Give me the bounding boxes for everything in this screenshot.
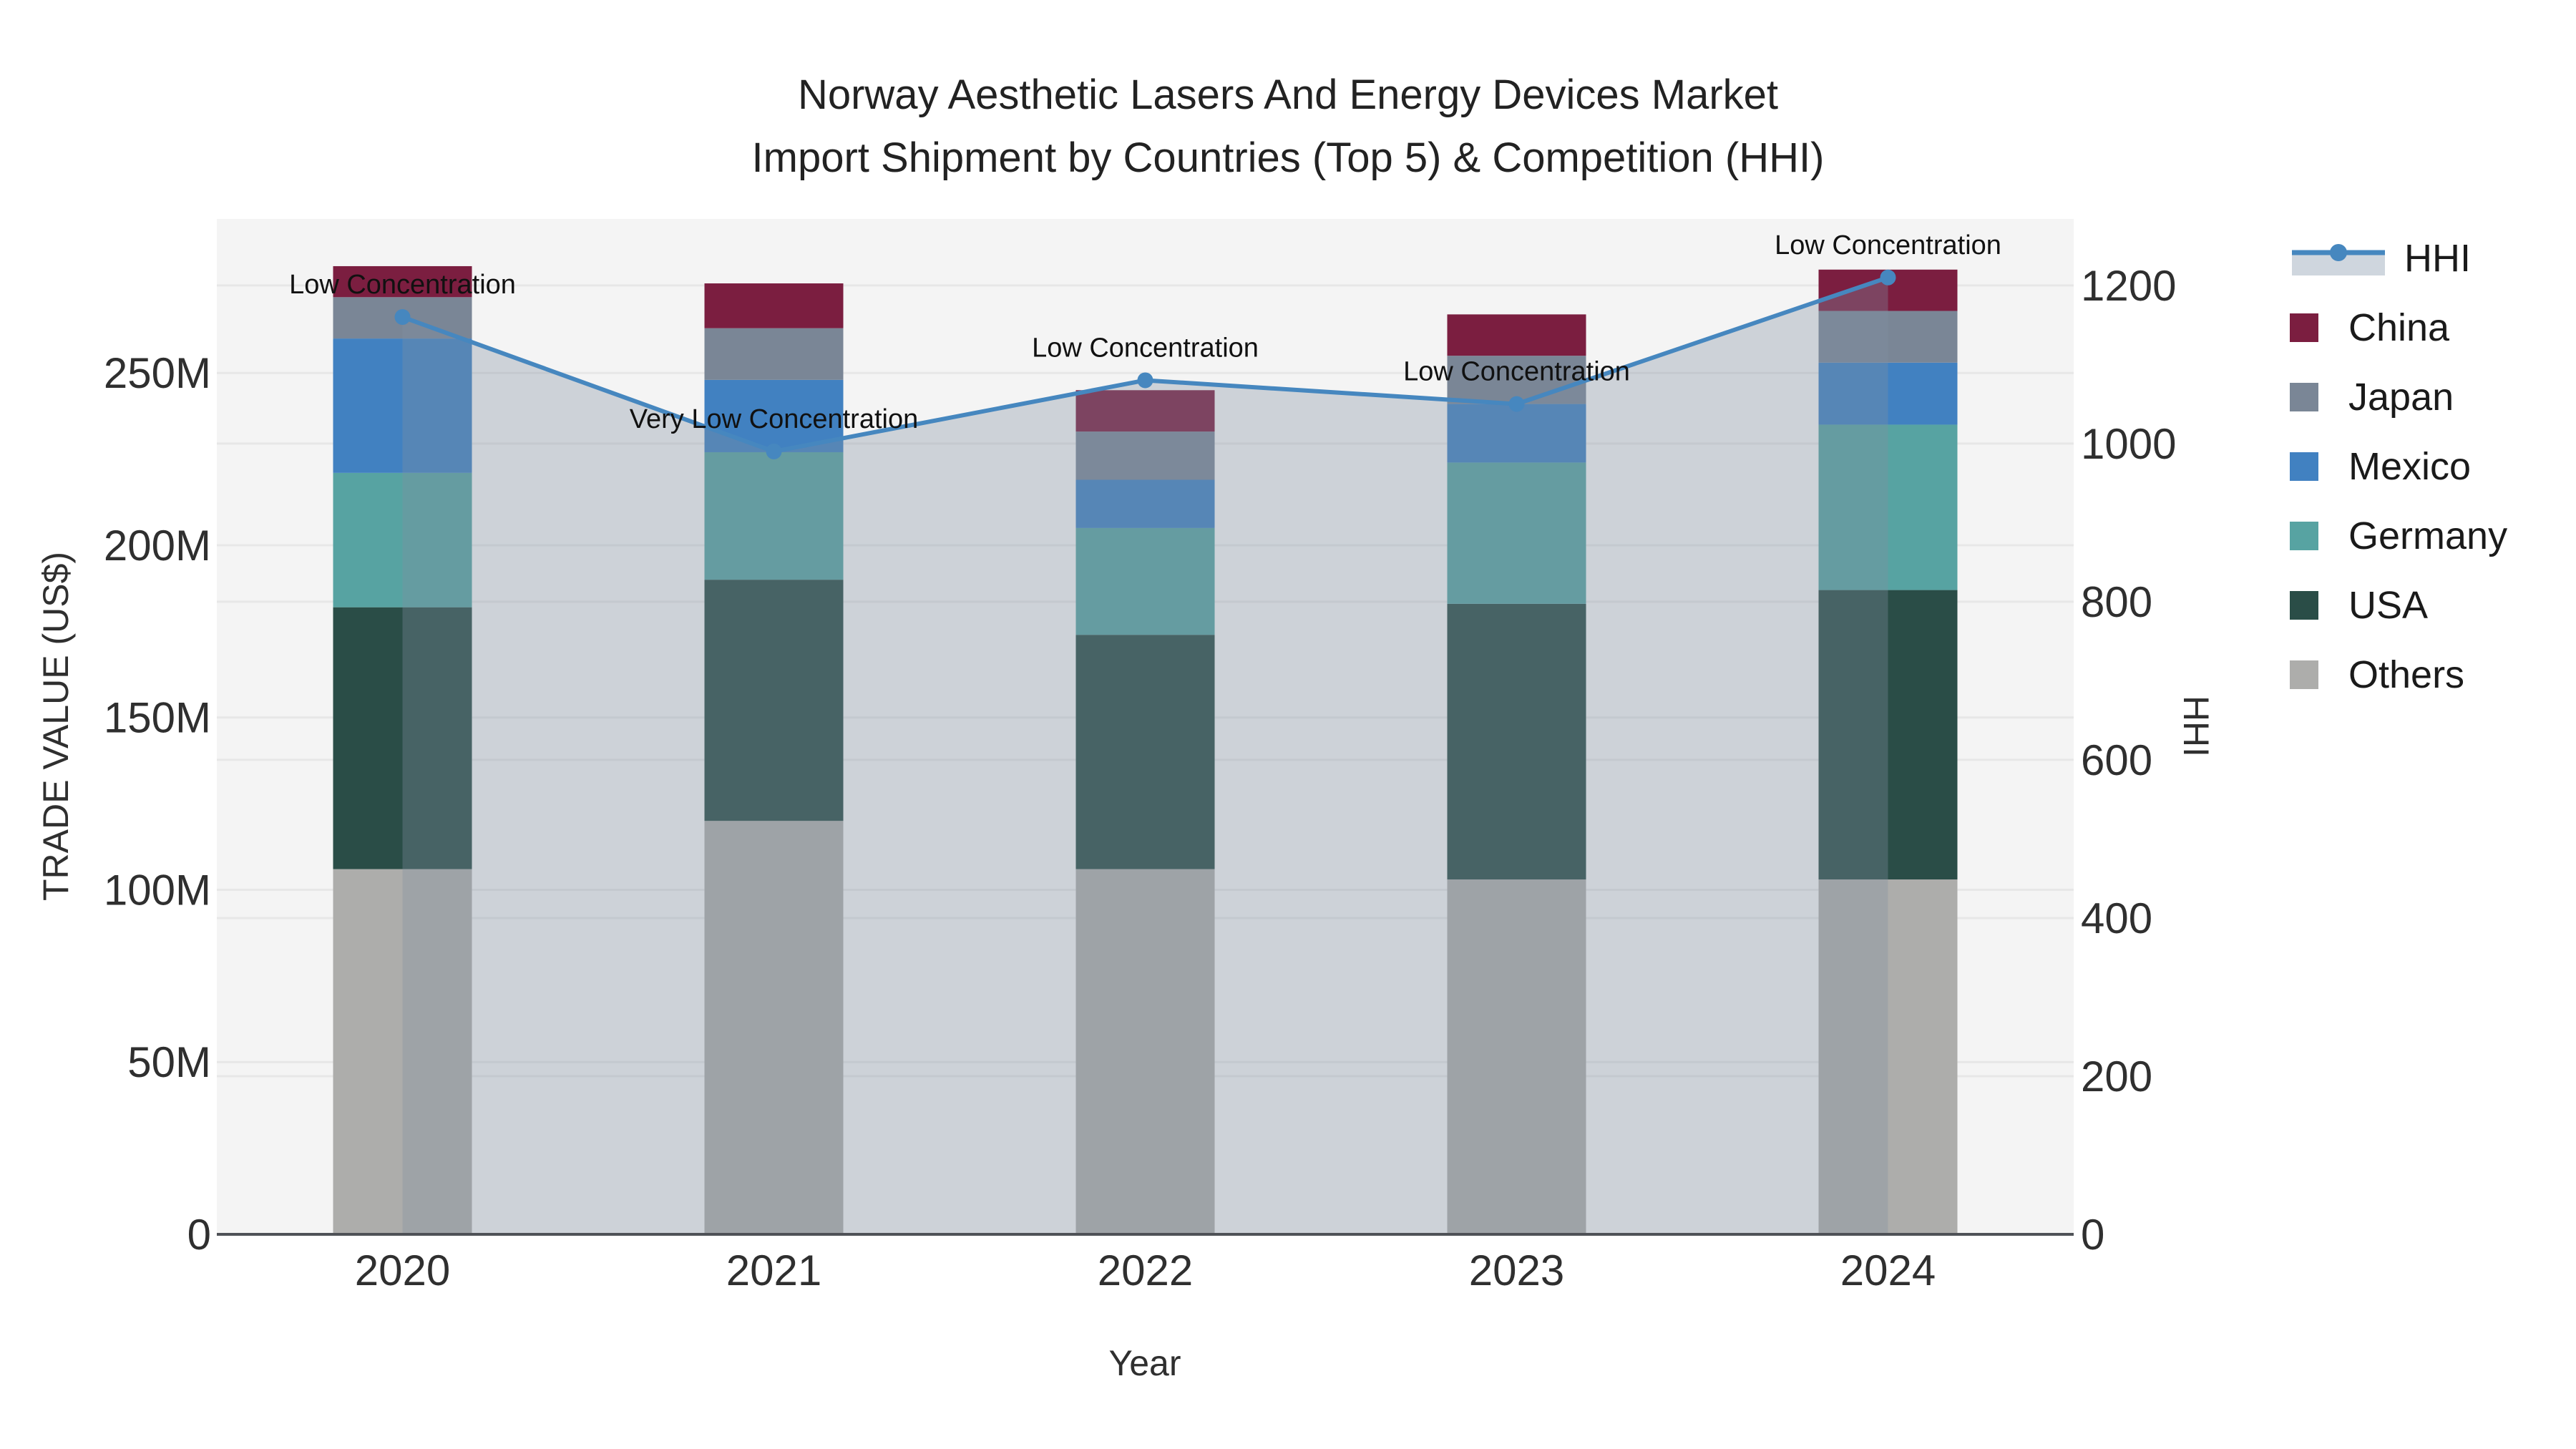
x-tick-label-2024: 2024 bbox=[1840, 1246, 1936, 1294]
bar-segment-japan-2022[interactable] bbox=[1075, 431, 1215, 480]
bar-segment-others-2020[interactable] bbox=[333, 869, 472, 1234]
hhi-markers bbox=[394, 269, 1896, 459]
x-tick-label-2021: 2021 bbox=[726, 1246, 821, 1294]
y-right-tick-label: 1200 bbox=[2081, 262, 2176, 310]
bar-segment-mexico-2022[interactable] bbox=[1075, 479, 1215, 528]
legend-item-china[interactable]: China bbox=[2290, 306, 2450, 349]
y-left-tick-label: 100M bbox=[104, 866, 211, 914]
bar-segment-usa-2023[interactable] bbox=[1447, 603, 1586, 880]
legend-item-usa[interactable]: USA bbox=[2290, 584, 2428, 627]
y-left-tick-label: 0 bbox=[187, 1211, 211, 1259]
bar-segment-germany-2023[interactable] bbox=[1447, 462, 1586, 604]
bar-segment-china-2021[interactable] bbox=[704, 283, 844, 328]
annotation-2024: Low Concentration bbox=[1775, 230, 2001, 260]
hhi-marker-2024[interactable] bbox=[1880, 269, 1896, 286]
legend-hhi-marker-swatch bbox=[2330, 244, 2347, 261]
hhi-marker-2022[interactable] bbox=[1137, 372, 1153, 389]
legend-item-others[interactable]: Others bbox=[2290, 653, 2464, 696]
bar-segment-mexico-2023[interactable] bbox=[1447, 404, 1586, 463]
x-axis-tick-labels: 2020 2021 2022 2023 2024 bbox=[355, 1246, 1936, 1294]
y-right-tick-label: 600 bbox=[2081, 736, 2152, 784]
bar-segment-germany-2020[interactable] bbox=[333, 472, 472, 608]
bar-segment-usa-2020[interactable] bbox=[333, 607, 472, 869]
y-left-axis-title: TRADE VALUE (US$) bbox=[36, 552, 76, 901]
y-left-tick-label: 50M bbox=[127, 1038, 211, 1086]
bar-segment-japan-2021[interactable] bbox=[704, 328, 844, 380]
bar-segment-china-2023[interactable] bbox=[1447, 314, 1586, 356]
legend-item-hhi[interactable]: HHI bbox=[2292, 237, 2471, 280]
annotation-2020: Low Concentration bbox=[289, 270, 516, 300]
bar-segment-others-2022[interactable] bbox=[1075, 869, 1215, 1234]
y-left-tick-label: 250M bbox=[104, 349, 211, 397]
x-tick-label-2022: 2022 bbox=[1098, 1246, 1193, 1294]
y-right-tick-label: 1000 bbox=[2081, 420, 2176, 468]
bar-segment-mexico-2024[interactable] bbox=[1818, 362, 1958, 425]
bar-segment-germany-2024[interactable] bbox=[1818, 424, 1958, 590]
bar-segment-germany-2022[interactable] bbox=[1075, 527, 1215, 635]
legend: HHI China Japan Mexico Germany USA Others bbox=[2290, 237, 2507, 696]
bar-segment-usa-2022[interactable] bbox=[1075, 635, 1215, 869]
annotation-2021: Very Low Concentration bbox=[630, 404, 918, 434]
legend-item-germany[interactable]: Germany bbox=[2290, 514, 2507, 557]
annotation-2023: Low Concentration bbox=[1403, 357, 1630, 387]
annotation-2022: Low Concentration bbox=[1032, 333, 1259, 363]
y-left-tick-label: 150M bbox=[104, 694, 211, 742]
bar-segment-usa-2021[interactable] bbox=[704, 580, 844, 821]
x-tick-label-2023: 2023 bbox=[1469, 1246, 1564, 1294]
legend-swatch-germany bbox=[2290, 522, 2318, 550]
hhi-marker-2023[interactable] bbox=[1508, 396, 1525, 412]
bar-segment-usa-2024[interactable] bbox=[1818, 590, 1958, 880]
bar-segment-japan-2023[interactable] bbox=[1447, 356, 1586, 404]
y-right-tick-label: 800 bbox=[2081, 578, 2152, 626]
legend-label-japan: Japan bbox=[2348, 376, 2454, 419]
legend-swatch-japan bbox=[2290, 383, 2318, 411]
bar-segment-others-2021[interactable] bbox=[704, 821, 844, 1234]
bar-segment-germany-2021[interactable] bbox=[704, 452, 844, 580]
chart-title-line1: Norway Aesthetic Lasers And Energy Devic… bbox=[798, 72, 1778, 118]
y-axis-left-tick-labels: 0 50M 100M 150M 200M 250M bbox=[104, 349, 211, 1259]
legend-item-japan[interactable]: Japan bbox=[2290, 376, 2454, 419]
bar-segment-mexico-2021[interactable] bbox=[704, 379, 844, 452]
y-right-axis-title: HHI bbox=[2176, 696, 2216, 757]
hhi-marker-2020[interactable] bbox=[394, 309, 411, 326]
hhi-area-fill bbox=[402, 277, 1888, 1234]
legend-label-hhi: HHI bbox=[2404, 237, 2471, 280]
y-left-tick-label: 200M bbox=[104, 522, 211, 570]
bar-segment-japan-2024[interactable] bbox=[1818, 311, 1958, 363]
x-tick-label-2020: 2020 bbox=[355, 1246, 450, 1294]
legend-item-mexico[interactable]: Mexico bbox=[2290, 445, 2471, 488]
y-right-tick-label: 400 bbox=[2081, 894, 2152, 942]
y-right-tick-label: 0 bbox=[2081, 1211, 2104, 1259]
hhi-marker-2021[interactable] bbox=[766, 443, 782, 459]
bar-segment-china-2020[interactable] bbox=[333, 265, 472, 298]
concentration-annotations: Low Concentration Very Low Concentration L… bbox=[289, 230, 2001, 434]
bar-segment-others-2023[interactable] bbox=[1447, 879, 1586, 1234]
bar-segment-others-2024[interactable] bbox=[1818, 879, 1958, 1234]
chart-title-line2: Import Shipment by Countries (Top 5) & C… bbox=[752, 135, 1825, 181]
bar-segment-china-2022[interactable] bbox=[1075, 390, 1215, 432]
legend-label-mexico: Mexico bbox=[2348, 445, 2471, 488]
legend-label-usa: USA bbox=[2348, 584, 2428, 627]
legend-label-china: China bbox=[2348, 306, 2450, 349]
legend-swatch-usa bbox=[2290, 591, 2318, 620]
x-axis-title: Year bbox=[1108, 1343, 1181, 1383]
y-axis-right-tick-labels: 0 200 400 600 800 1000 1200 bbox=[2081, 262, 2176, 1259]
legend-swatch-others bbox=[2290, 660, 2318, 689]
legend-label-others: Others bbox=[2348, 653, 2464, 696]
stacked-bars bbox=[333, 265, 1958, 1234]
y-right-tick-label: 200 bbox=[2081, 1053, 2152, 1101]
legend-label-germany: Germany bbox=[2348, 514, 2507, 557]
bar-segment-mexico-2020[interactable] bbox=[333, 338, 472, 473]
legend-swatch-china bbox=[2290, 313, 2318, 342]
legend-swatch-mexico bbox=[2290, 452, 2318, 481]
